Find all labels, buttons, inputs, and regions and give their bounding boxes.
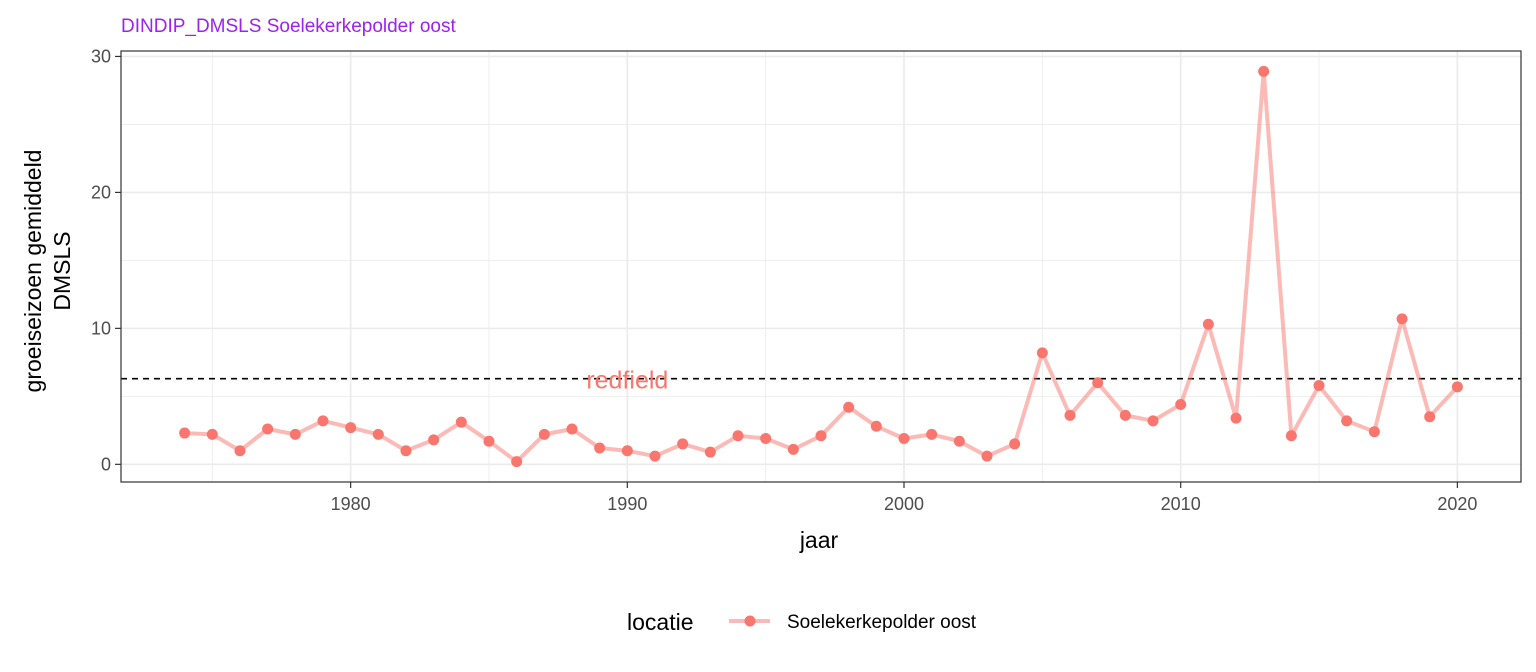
- data-point: [1368, 426, 1380, 438]
- data-point: [455, 416, 467, 428]
- plot-panel-border: [120, 50, 1522, 483]
- data-point: [704, 446, 716, 458]
- data-point: [981, 450, 993, 462]
- data-point: [1424, 411, 1436, 423]
- data-point: [511, 456, 523, 468]
- data-point: [815, 430, 827, 442]
- y-tick-label: 0: [101, 454, 111, 474]
- data-point: [1147, 415, 1159, 427]
- y-tick-label: 20: [91, 182, 111, 202]
- data-point: [1119, 409, 1131, 421]
- y-axis-title-line-2: DMSLS: [49, 231, 75, 310]
- data-point: [566, 423, 578, 435]
- data-point: [289, 428, 301, 440]
- x-tick-label: 2010: [1161, 494, 1201, 514]
- data-point: [262, 423, 274, 435]
- data-point: [372, 428, 384, 440]
- data-point: [926, 428, 938, 440]
- axis-ticks: 1980 1990 2000 2010 2020 0 10 20 30: [91, 46, 1477, 514]
- legend-key-point: [744, 615, 756, 627]
- chart-title: DINDIP_DMSLS Soelekerkepolder oost: [121, 16, 456, 37]
- data-point: [1396, 313, 1408, 325]
- data-point: [1313, 379, 1325, 391]
- data-point: [1036, 347, 1048, 359]
- data-point: [787, 443, 799, 455]
- data-series: [179, 65, 1463, 468]
- data-point: [760, 432, 772, 444]
- data-point: [1175, 399, 1187, 411]
- data-point: [1341, 415, 1353, 427]
- x-axis-title: jaar: [799, 527, 839, 553]
- data-point: [1451, 381, 1463, 393]
- y-axis-title-line-1: groeiseizoen gemiddeld: [20, 150, 46, 393]
- data-point: [428, 434, 440, 446]
- grid-lines: [121, 51, 1521, 482]
- data-point: [621, 445, 633, 457]
- data-point: [953, 435, 965, 447]
- data-point: [1258, 65, 1270, 77]
- data-point: [345, 422, 357, 434]
- data-point: [538, 428, 550, 440]
- data-point: [870, 420, 882, 432]
- y-axis-title: groeiseizoen gemiddeld DMSLS: [20, 150, 75, 393]
- x-tick-label: 2020: [1437, 494, 1477, 514]
- data-point: [649, 450, 661, 462]
- reference-line-label: redfield: [586, 367, 668, 395]
- data-point: [1092, 377, 1104, 389]
- data-point: [400, 445, 412, 457]
- data-point: [732, 430, 744, 442]
- legend-title: locatie: [627, 609, 693, 635]
- legend: locatie Soelekerkepolder oost: [627, 609, 977, 635]
- y-tick-label: 10: [91, 318, 111, 338]
- data-point: [1230, 412, 1242, 424]
- data-point: [594, 442, 606, 454]
- legend-entry-label: Soelekerkepolder oost: [787, 612, 977, 633]
- data-point: [1064, 409, 1076, 421]
- data-point: [234, 445, 246, 457]
- data-point: [1202, 318, 1214, 330]
- data-point: [1009, 438, 1021, 450]
- series-line: [184, 69, 1459, 464]
- reference-line-group: redfield: [121, 367, 1521, 395]
- data-point: [317, 415, 329, 427]
- data-point: [1285, 430, 1297, 442]
- data-point: [179, 427, 191, 439]
- data-point: [677, 438, 689, 450]
- x-tick-label: 1980: [331, 494, 371, 514]
- x-tick-label: 1990: [607, 494, 647, 514]
- y-tick-label: 30: [91, 46, 111, 66]
- data-point: [483, 435, 495, 447]
- data-point: [898, 432, 910, 444]
- x-tick-label: 2000: [884, 494, 924, 514]
- data-point: [843, 401, 855, 413]
- data-point: [206, 428, 218, 440]
